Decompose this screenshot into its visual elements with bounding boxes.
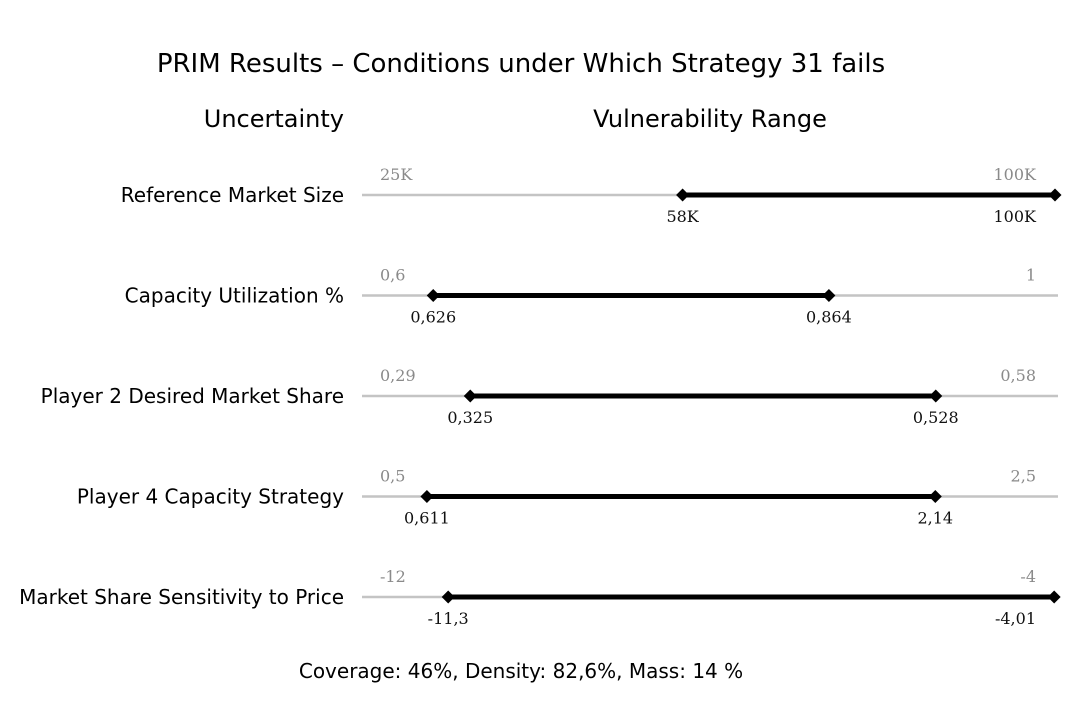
vulnerability-range-header: Vulnerability Range <box>593 105 827 133</box>
high-marker <box>929 389 943 403</box>
high-value-label: 0,528 <box>913 408 959 427</box>
footer-stats: Coverage: 46%, Density: 82,6%, Mass: 14 … <box>299 659 743 683</box>
max-bound-label: 100K <box>994 165 1038 184</box>
low-value-label: 58K <box>666 207 699 226</box>
high-value-label: 0,864 <box>806 308 852 327</box>
max-bound-label: 1 <box>1026 266 1036 285</box>
high-marker <box>928 490 942 503</box>
row-label: Reference Market Size <box>121 183 344 207</box>
high-marker <box>822 289 836 302</box>
high-value-label: -4,01 <box>995 609 1036 628</box>
min-bound-label: -12 <box>380 567 406 586</box>
high-marker <box>1048 188 1062 202</box>
low-marker <box>441 590 455 604</box>
uncertainty-header: Uncertainty <box>204 105 344 133</box>
low-marker <box>420 490 434 503</box>
row-label: Capacity Utilization % <box>125 284 344 308</box>
min-bound-label: 0,5 <box>380 467 405 486</box>
min-bound-label: 25K <box>380 165 413 184</box>
low-marker <box>463 389 477 403</box>
low-value-label: 0,325 <box>447 408 493 427</box>
min-bound-label: 0,6 <box>380 266 405 285</box>
high-value-label: 2,14 <box>917 509 953 528</box>
low-value-label: 0,611 <box>404 509 450 528</box>
max-bound-label: 2,5 <box>1011 467 1036 486</box>
high-value-label: 100K <box>994 207 1038 226</box>
row-label: Player 4 Capacity Strategy <box>77 485 344 509</box>
max-bound-label: 0,58 <box>1000 366 1036 385</box>
high-marker <box>1047 590 1061 604</box>
row-label: Market Share Sensitivity to Price <box>19 585 344 609</box>
chart-title: PRIM Results – Conditions under Which St… <box>157 49 885 79</box>
min-bound-label: 0,29 <box>380 366 416 385</box>
row-label: Player 2 Desired Market Share <box>41 384 344 408</box>
max-bound-label: -4 <box>1020 567 1036 586</box>
low-marker <box>426 289 440 302</box>
low-value-label: -11,3 <box>428 609 469 628</box>
range-rows: Reference Market Size 25K 100K 58K 100K Capac… <box>19 165 1062 628</box>
low-marker <box>676 188 690 202</box>
low-value-label: 0,626 <box>410 308 456 327</box>
